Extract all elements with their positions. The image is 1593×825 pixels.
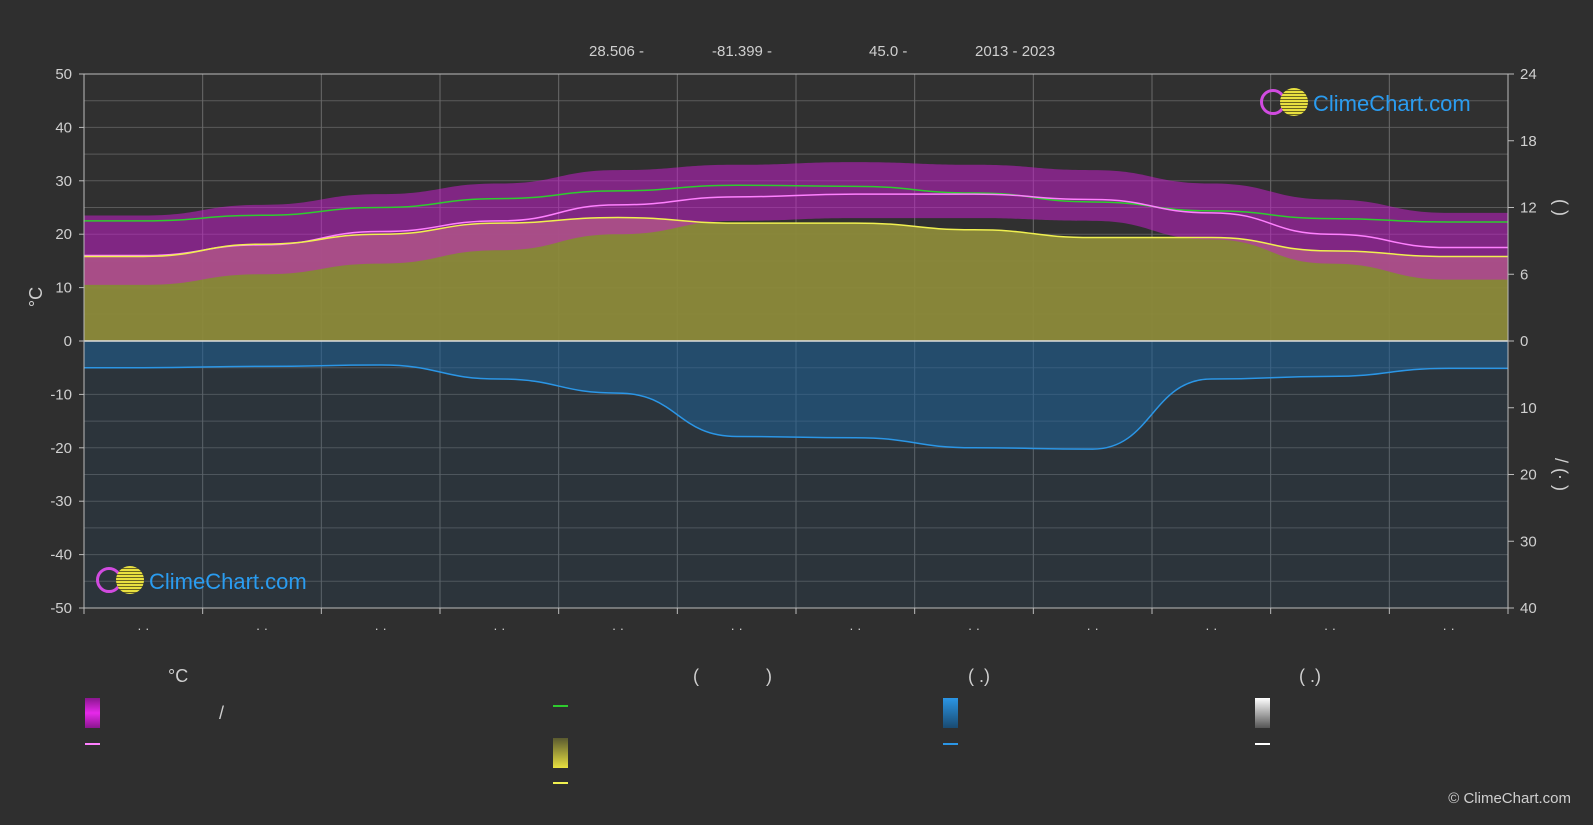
- legend-temp-range-swatch: [85, 698, 100, 728]
- copyright-text: © ClimeChart.com: [1448, 790, 1571, 807]
- y-right-top-tick-label: 24: [1520, 66, 1537, 83]
- y-left-tick-label: 50: [55, 66, 72, 83]
- y-right-bottom-tick-label: 20: [1520, 467, 1537, 484]
- legend-rain-swatch: [943, 698, 958, 728]
- rain-line: [83, 364, 1508, 450]
- legend-sunshine-title-open: (: [693, 666, 699, 686]
- x-tick-label: · ·: [493, 621, 505, 636]
- chart-header: 28.506 - -81.399 - 45.0 - 2013 - 2023: [0, 43, 1593, 63]
- legend-sunshine-swatch: [553, 738, 568, 768]
- sunshine-line: [84, 216, 1508, 258]
- temp-range-band: [84, 162, 1508, 285]
- logo-text-bottom: ClimeChart.com: [149, 569, 307, 594]
- logo-text-top: ClimeChart.com: [1313, 91, 1471, 116]
- x-tick-label: · ·: [1087, 621, 1099, 636]
- y-left-tick-label: -30: [50, 493, 72, 510]
- legend-snow-swatch: [1255, 698, 1270, 728]
- y-right-top-tick-label: 12: [1520, 200, 1537, 217]
- x-tick-label: · ·: [137, 621, 149, 636]
- y-left-tick-label: -50: [50, 600, 72, 617]
- climate-chart: 50 40 30 20 10 0 -10 -20 -30 -40 -50 °C 24 18 12 6 0 10 20…: [26, 66, 1571, 636]
- legend-temp-title: °C: [168, 666, 189, 686]
- x-tick-label: · ·: [375, 621, 387, 636]
- logo-top: ClimeChart.com: [1260, 86, 1500, 122]
- y-right-bottom-tick-label: 40: [1520, 600, 1537, 617]
- legend-sunshine-line: [553, 782, 568, 784]
- y-left-tick-label: 0: [64, 333, 72, 350]
- x-tick-label: · ·: [968, 621, 980, 636]
- legend-snow-line: [1255, 743, 1270, 745]
- legend-temp-slash: /: [219, 703, 225, 723]
- y-left-axis-label: °C: [26, 287, 46, 307]
- y-right-top-tick-label: 0: [1520, 333, 1528, 350]
- x-tick-label: · ·: [256, 621, 268, 636]
- longitude-text: -81.399 -: [712, 43, 773, 60]
- y-right-top-tick-label: 6: [1520, 266, 1528, 283]
- years-text: 2013 - 2023: [975, 43, 1056, 60]
- logo-sun-icon: [1280, 88, 1308, 116]
- x-tick-label: · ·: [612, 621, 624, 636]
- y-right-bottom-axis-label: / (· ): [1551, 458, 1571, 491]
- legend: °C ( ) ( .) ( .) /: [0, 660, 1593, 810]
- legend-sunshine-title-close: ): [766, 666, 772, 686]
- latitude-text: 28.506 -: [589, 43, 645, 60]
- legend-temp-mean-line: [85, 743, 100, 745]
- legend-rain-line: [943, 743, 958, 745]
- y-left-tick-label: 40: [55, 119, 72, 136]
- x-tick-label: · ·: [731, 621, 743, 636]
- legend-daylight-line: [553, 705, 568, 707]
- logo-sun-icon: [116, 566, 144, 594]
- x-tick-label: · ·: [1205, 621, 1217, 636]
- rain-background: [84, 341, 1508, 608]
- x-tick-label: · ·: [1324, 621, 1336, 636]
- rain-area: [84, 341, 1508, 450]
- legend-snow-title: ( .): [1299, 666, 1321, 686]
- y-right-bottom-tick-label: 30: [1520, 533, 1537, 550]
- y-left-tick-label: -10: [50, 386, 72, 403]
- y-left-tick-label: -20: [50, 440, 72, 457]
- daylight-line: [84, 184, 1508, 223]
- y-left-tick-label: 30: [55, 173, 72, 190]
- y-left-tick-label: 10: [55, 280, 72, 297]
- elevation-text: 45.0 -: [869, 43, 908, 60]
- x-tick-label: · ·: [849, 621, 861, 636]
- y-right-bottom-tick-label: 10: [1520, 400, 1537, 417]
- y-right-top-axis-label: ( ): [1551, 199, 1571, 216]
- y-left-tick-label: 20: [55, 226, 72, 243]
- x-tick-label: · ·: [1443, 621, 1455, 636]
- y-left-tick-label: -40: [50, 547, 72, 564]
- legend-rain-title: ( .): [968, 666, 990, 686]
- logo-bottom: ClimeChart.com: [96, 564, 336, 600]
- y-right-top-tick-label: 18: [1520, 133, 1537, 150]
